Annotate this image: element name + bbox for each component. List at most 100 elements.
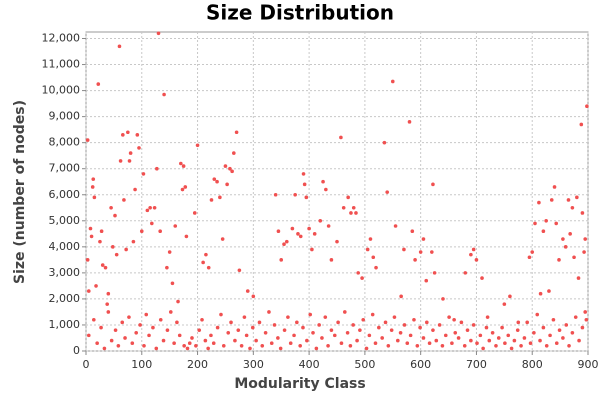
point [228,166,232,171]
point [162,92,166,97]
x-tick-label: 500 [354,358,375,371]
point [512,338,517,343]
point [418,325,422,330]
point [154,346,159,351]
point [538,338,542,343]
point [554,221,559,226]
point [437,323,442,327]
point [537,200,541,205]
point [535,312,540,317]
point [452,317,456,322]
point [127,315,131,319]
point [204,252,208,257]
point [116,343,121,348]
point [551,317,556,322]
point [354,211,358,215]
point [298,234,303,239]
point [456,336,461,340]
point [215,325,220,330]
point [225,182,229,187]
x-tick-label: 0 [83,358,90,371]
x-axis-label: Modularity Class [234,376,365,392]
point [538,291,543,296]
point [124,247,128,252]
point [126,130,130,135]
y-tick-label: 10,000 [42,84,81,97]
point [99,229,104,234]
point [585,104,589,109]
point [130,341,135,345]
point [377,325,381,330]
point [167,250,172,254]
x-tick-label: 600 [410,358,431,371]
point [509,346,514,351]
x-tick-label: 700 [466,358,487,371]
point [113,328,118,332]
x-tick-label: 200 [187,358,208,371]
point [356,271,360,275]
point [307,226,311,231]
point [412,317,416,322]
point [192,211,197,215]
point [573,315,578,319]
chart-title: Size Distribution [206,1,394,25]
point [361,317,366,322]
y-tick-label: 9,000 [49,110,81,123]
point [566,198,571,202]
point [346,195,350,200]
point [561,237,565,241]
point [179,161,183,166]
point [151,325,155,330]
y-axis-label: Size (number of nodes) [12,100,28,284]
point [301,172,306,176]
point [295,320,299,325]
point [358,328,362,332]
point [430,250,434,254]
point [402,247,406,252]
point [94,284,98,288]
point [399,294,403,299]
point [239,343,244,348]
point [441,297,445,301]
point [251,294,256,299]
point [380,336,384,340]
point [494,343,498,348]
point [117,44,122,49]
point [370,312,375,317]
x-tick-label: 300 [243,358,264,371]
point [85,258,90,262]
point [89,234,94,239]
point [431,328,435,332]
point [554,341,559,345]
point [123,336,127,340]
point [218,195,222,200]
point [180,187,185,192]
point [515,328,520,332]
point [92,195,97,200]
point [209,198,214,202]
point [402,323,407,327]
point [371,255,376,260]
point [86,333,91,338]
point [263,330,268,335]
point [106,310,111,314]
point [267,310,271,314]
point [185,346,190,351]
point [557,258,561,262]
point [522,336,527,340]
point [272,323,277,327]
point [282,242,286,247]
point [484,325,489,330]
y-tick-label: 6,000 [49,188,81,201]
point [290,226,295,231]
point [201,260,205,265]
point [203,338,208,343]
point [321,179,325,184]
point [570,205,575,210]
point [296,232,300,236]
point [293,192,297,197]
point [583,237,588,241]
point [190,336,194,340]
